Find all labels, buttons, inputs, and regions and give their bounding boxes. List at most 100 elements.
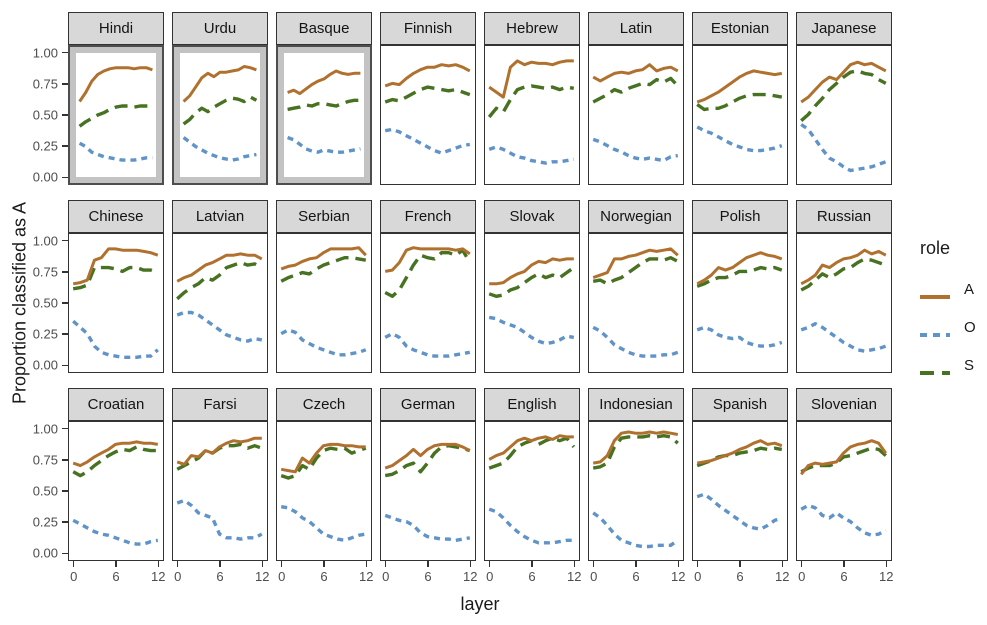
series-line-O-urdu [182, 136, 257, 162]
y-tick-mark [62, 427, 68, 430]
series-line-S-basque [287, 98, 361, 112]
facet-plot-slovak [485, 234, 578, 371]
facet-plot-chinese [69, 234, 162, 371]
facet-plot-urdu [180, 53, 260, 177]
facet-strip-serbian: Serbian [276, 200, 372, 233]
facet-panel-estonian [692, 45, 788, 185]
facet-strip-chinese: Chinese [68, 200, 164, 233]
x-tick-label-col3-6: 6 [320, 569, 328, 584]
facet-strip-croatian: Croatian [68, 388, 164, 421]
series-line-A-urdu [182, 65, 257, 103]
x-tick-mark [781, 561, 784, 567]
facet-strip-slovak: Slovak [484, 200, 580, 233]
x-tick-label-col7-0: 0 [694, 569, 702, 584]
series-line-S-slovenian [800, 446, 887, 474]
legend-key-line-o [920, 325, 950, 337]
legend-entry-s: S [920, 357, 975, 375]
series-line-O-french [384, 331, 471, 358]
x-tick-mark [323, 561, 325, 567]
facet-plot-hebrew [485, 46, 578, 183]
y-tick-mark [62, 114, 68, 116]
x-axis-title: layer [460, 594, 500, 614]
facet-strip-urdu: Urdu [172, 12, 268, 45]
y-tick-mark [62, 333, 68, 335]
x-tick-mark [427, 561, 429, 567]
series-line-A-serbian [280, 246, 367, 271]
y-tick-mark [62, 176, 68, 179]
series-line-A-english [488, 434, 574, 461]
x-tick-mark [592, 561, 595, 567]
series-line-O-russian [800, 321, 887, 353]
facet-plot-indonesian [589, 422, 682, 559]
series-line-A-estonian [696, 69, 783, 104]
series-line-A-french [384, 246, 471, 273]
series-line-O-estonian [696, 125, 783, 153]
y-tick-label-row1-0.00: 0.00 [32, 169, 58, 185]
series-line-S-russian [800, 257, 887, 292]
facet-panel-latin [588, 45, 684, 185]
series-line-O-norwegian [592, 325, 679, 358]
series-line-O-finnish [384, 127, 471, 155]
series-line-O-basque [287, 135, 361, 154]
facet-plot-latvian [173, 234, 266, 371]
x-tick-label-col8-6: 6 [840, 569, 848, 584]
series-line-S-spanish [696, 446, 783, 468]
facet-panel-serbian [276, 233, 372, 373]
facet-plot-estonian [693, 46, 786, 183]
facet-plot-french [381, 234, 474, 371]
series-line-S-polish [696, 265, 783, 288]
y-tick-label-row2-0.50: 0.50 [32, 295, 58, 311]
y-tick-label-row2-0.00: 0.00 [32, 357, 58, 373]
facet-panel-norwegian [588, 233, 684, 373]
facet-strip-slovenian: Slovenian [796, 388, 892, 421]
series-line-O-czech [280, 505, 367, 543]
x-tick-mark [157, 561, 160, 567]
facet-panel-french [380, 233, 476, 373]
legend-key-line-a [920, 287, 950, 299]
legend-label-s: S [964, 357, 975, 374]
series-line-A-chinese [72, 247, 159, 286]
x-tick-mark [176, 561, 179, 567]
x-tick-label-col6-0: 0 [590, 569, 598, 584]
x-tick-label-col3-0: 0 [278, 569, 286, 584]
facet-plot-finnish [381, 46, 474, 183]
series-line-O-farsi [176, 498, 263, 541]
y-tick-mark [62, 552, 68, 555]
facet-panel-czech [276, 421, 372, 561]
facet-panel-slovenian [796, 421, 892, 561]
legend-title: role [920, 238, 951, 258]
series-line-A-hindi [78, 66, 153, 103]
y-tick-label-row3-0.75: 0.75 [32, 452, 58, 468]
x-tick-mark [573, 561, 576, 567]
x-tick-mark [843, 561, 845, 567]
x-tick-mark [280, 561, 283, 567]
series-line-S-slovak [488, 266, 575, 298]
series-line-A-slovak [489, 257, 574, 286]
facet-strip-russian: Russian [796, 200, 892, 233]
series-line-S-chinese [72, 265, 159, 291]
x-tick-mark [677, 561, 680, 567]
series-line-O-english [488, 507, 574, 545]
series-line-A-basque [287, 69, 361, 96]
facet-strip-latin: Latin [588, 12, 684, 45]
x-tick-label-col3-12: 12 [359, 569, 374, 584]
facet-panel-polish [692, 233, 788, 373]
series-line-S-indonesian [592, 433, 679, 470]
y-tick-mark [62, 51, 68, 54]
facet-strip-czech: Czech [276, 388, 372, 421]
facet-strip-english: English [484, 388, 580, 421]
series-line-A-spanish [696, 439, 783, 465]
series-line-A-norwegian [592, 247, 679, 280]
facet-strip-estonian: Estonian [692, 12, 788, 45]
facet-panel-finnish [380, 45, 476, 185]
x-tick-mark [115, 561, 117, 567]
facet-panel-chinese [68, 233, 164, 373]
facet-strip-japanese: Japanese [796, 12, 892, 45]
facet-panel-urdu [172, 45, 268, 185]
legend-label-a: A [964, 281, 975, 298]
series-line-O-spanish [696, 492, 783, 531]
series-line-O-indonesian [592, 511, 679, 549]
y-tick-mark [62, 459, 68, 461]
y-tick-label-row2-0.75: 0.75 [32, 264, 58, 280]
facet-plot-japanese [797, 46, 890, 183]
